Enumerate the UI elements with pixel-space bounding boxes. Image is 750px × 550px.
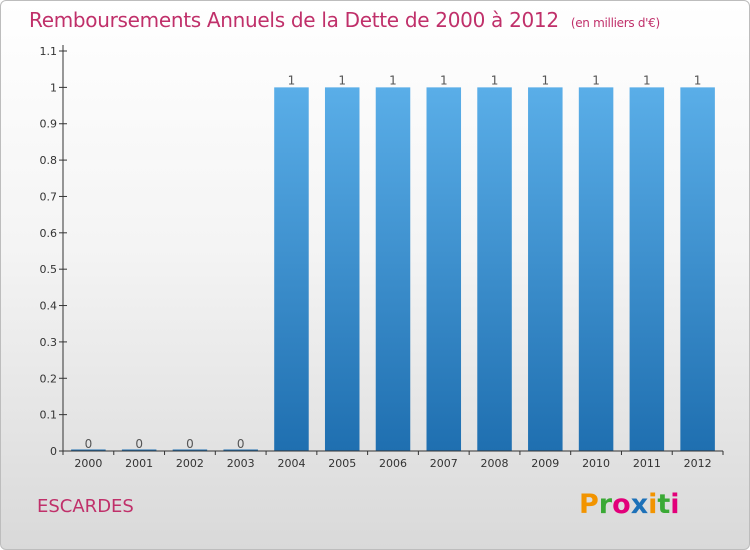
logo-letter: P bbox=[579, 489, 599, 520]
y-tick-label: 0.9 bbox=[40, 118, 58, 131]
x-tick-label: 2010 bbox=[582, 457, 610, 470]
x-tick-label: 2006 bbox=[379, 457, 407, 470]
logo-letter: i bbox=[648, 489, 658, 520]
bar bbox=[578, 87, 614, 451]
logo-letter: r bbox=[598, 489, 613, 520]
y-tick-label: 0.1 bbox=[40, 409, 58, 422]
data-label: 0 bbox=[237, 437, 245, 451]
y-tick-label: 1 bbox=[50, 81, 57, 94]
data-label: 1 bbox=[338, 73, 346, 87]
x-tick-label: 2002 bbox=[176, 457, 204, 470]
data-label: 0 bbox=[85, 437, 93, 451]
data-label: 0 bbox=[186, 437, 194, 451]
x-tick-label: 2011 bbox=[633, 457, 661, 470]
logo-letter: i bbox=[670, 489, 680, 520]
bar bbox=[324, 87, 360, 451]
data-label: 1 bbox=[440, 73, 448, 87]
y-tick-label: 0.2 bbox=[40, 372, 58, 385]
logo-letter: o bbox=[612, 489, 631, 520]
bar bbox=[223, 449, 258, 451]
bar bbox=[477, 87, 512, 451]
x-tick-label: 2012 bbox=[684, 457, 712, 470]
y-tick-label: 1.1 bbox=[40, 45, 58, 58]
x-tick-label: 2004 bbox=[277, 457, 305, 470]
bar-chart: 0 0.1 0.2 0.3 0.4 0.5 0.6 0.7 0.8 0.9 1 1.1 2000 0 20… bbox=[40, 45, 724, 470]
x-tick-label: 2009 bbox=[531, 457, 559, 470]
bar bbox=[172, 449, 208, 451]
x-tick-label: 2007 bbox=[430, 457, 458, 470]
y-tick-label: 0.4 bbox=[40, 300, 58, 313]
data-label: 1 bbox=[541, 73, 549, 87]
bar bbox=[121, 449, 157, 451]
data-label: 1 bbox=[389, 73, 397, 87]
data-label: 0 bbox=[135, 437, 143, 451]
x-tick-label: 2005 bbox=[328, 457, 356, 470]
y-tick-label: 0.6 bbox=[40, 227, 58, 240]
x-tick-label: 2001 bbox=[125, 457, 153, 470]
y-tick-label: 0 bbox=[50, 445, 57, 458]
bar bbox=[375, 87, 411, 451]
logo-letter: t bbox=[657, 489, 671, 520]
data-label: 1 bbox=[643, 73, 651, 87]
data-label: 1 bbox=[592, 73, 600, 87]
x-tick-label: 2003 bbox=[227, 457, 255, 470]
chart-subtitle: (en milliers d'€) bbox=[570, 16, 660, 30]
proxiti-logo: Proxiti bbox=[579, 489, 680, 520]
data-label: 1 bbox=[694, 73, 702, 87]
chart-title-text: Remboursements Annuels de la Dette de 20… bbox=[29, 8, 559, 32]
data-label: 1 bbox=[288, 73, 296, 87]
bar bbox=[629, 87, 665, 451]
y-tick-label: 0.7 bbox=[40, 190, 58, 203]
y-tick-label: 0.3 bbox=[40, 336, 58, 349]
data-label: 1 bbox=[491, 73, 499, 87]
bar bbox=[528, 87, 563, 451]
y-tick-label: 0.8 bbox=[40, 154, 58, 167]
place-name: ESCARDES bbox=[37, 496, 134, 517]
chart-title: Remboursements Annuels de la Dette de 20… bbox=[29, 8, 660, 32]
bar bbox=[680, 87, 715, 451]
x-tick-label: 2008 bbox=[481, 457, 509, 470]
bar bbox=[71, 449, 106, 451]
y-tick-label: 0.5 bbox=[40, 263, 58, 276]
bar bbox=[274, 87, 309, 451]
logo-letter: x bbox=[630, 489, 649, 520]
x-tick-label: 2000 bbox=[74, 457, 102, 470]
bar bbox=[426, 87, 462, 451]
